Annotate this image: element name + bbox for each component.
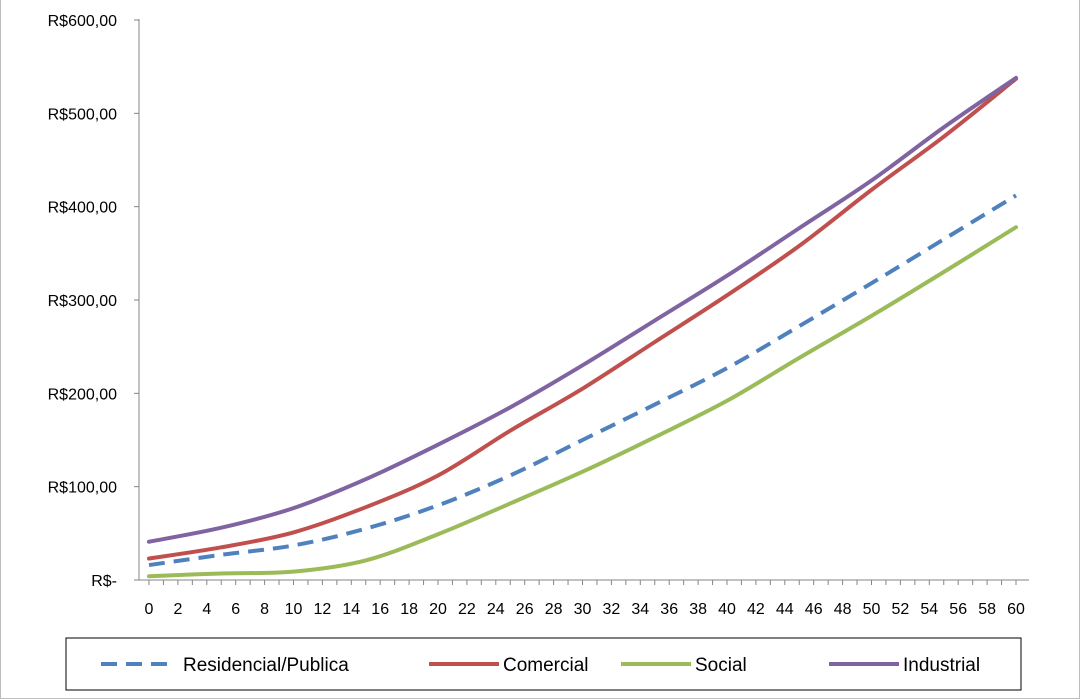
series-line-social [147, 225, 1018, 579]
y-tick-label: R$500,00 [48, 106, 117, 123]
y-tick-label: R$200,00 [48, 386, 117, 403]
x-tick-label: 16 [371, 601, 389, 618]
x-tick-label: 6 [231, 601, 240, 618]
x-tick-label: 50 [863, 601, 881, 618]
x-tick-labels: 0 2 4 6 8 10 12 14 16 18 20 22 24 26 28 30 32 34 36 38 40 42 4… [145, 580, 1025, 618]
x-tick-label: 0 [145, 601, 154, 618]
y-tick-label: R$100,00 [48, 480, 117, 497]
x-tick-label: 28 [545, 601, 563, 618]
y-tick-labels: R$- R$100,00 R$200,00 R$300,00 R$400,00 R$500… [48, 13, 139, 590]
x-tick-label: 38 [689, 601, 707, 618]
x-tick-label: 54 [920, 601, 938, 618]
x-tick-label: 30 [574, 601, 592, 618]
x-tick-label: 4 [202, 601, 211, 618]
x-tick-label: 48 [834, 601, 852, 618]
x-tick-label: 26 [516, 601, 534, 618]
x-tick-label: 42 [747, 601, 765, 618]
x-tick-label: 58 [978, 601, 996, 618]
series-line-industrial [147, 75, 1018, 544]
x-tick-label: 40 [718, 601, 736, 618]
y-tick-label: R$300,00 [48, 293, 117, 310]
series-line-residencial-publica [148, 193, 1018, 568]
x-tick-label: 56 [949, 601, 967, 618]
x-tick-label: 32 [603, 601, 621, 618]
x-tick-label: 46 [805, 601, 823, 618]
legend-label-residencial-publica: Residencial/Publica [183, 655, 349, 676]
series-line-comercial [147, 76, 1018, 561]
legend-label-industrial: Industrial [903, 655, 980, 676]
y-tick-label: R$- [91, 573, 117, 590]
x-tick-label: 36 [660, 601, 678, 618]
y-tick-label: R$600,00 [48, 13, 117, 30]
legend-label-social: Social [695, 655, 747, 676]
legend-box [65, 637, 1022, 691]
legend-label-comercial: Comercial [503, 655, 589, 676]
x-tick-label: 52 [892, 601, 910, 618]
legend: Residencial/Publica Comercial Social Indust… [65, 637, 1022, 691]
x-tick-label: 24 [487, 601, 505, 618]
x-tick-label: 10 [285, 601, 303, 618]
x-tick-label: 14 [342, 601, 360, 618]
x-tick-label: 22 [458, 601, 476, 618]
x-tick-label: 8 [260, 601, 269, 618]
x-tick-label: 20 [429, 601, 447, 618]
x-tick-label: 34 [631, 601, 649, 618]
x-tick-label: 18 [400, 601, 418, 618]
series-lines [147, 75, 1018, 579]
x-tick-label: 2 [173, 601, 182, 618]
y-tick-label: R$400,00 [48, 200, 117, 217]
x-tick-label: 60 [1007, 601, 1025, 618]
x-tick-label: 44 [776, 601, 794, 618]
x-tick-label: 12 [314, 601, 332, 618]
